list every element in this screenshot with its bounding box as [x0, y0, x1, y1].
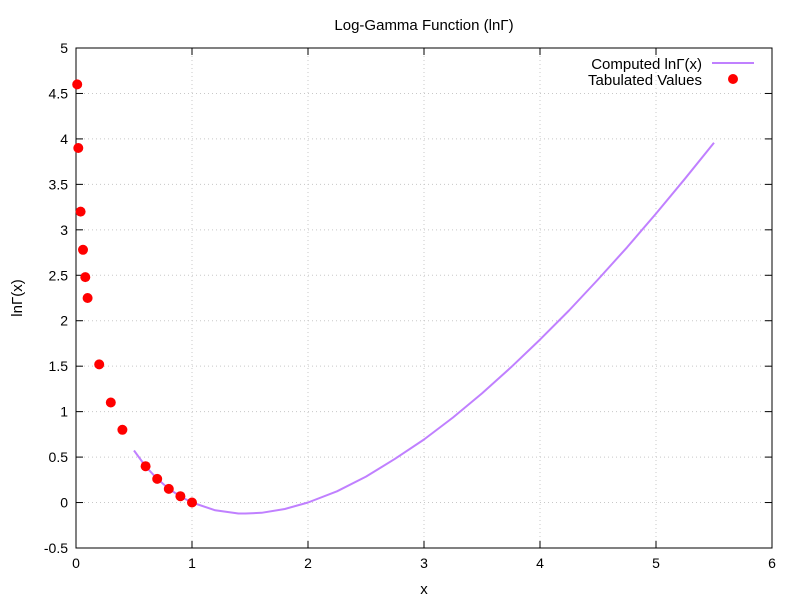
x-tick-label: 5 — [652, 555, 660, 571]
x-tick-label: 3 — [420, 555, 428, 571]
x-tick-label: 1 — [188, 555, 196, 571]
y-tick-label: 3.5 — [49, 176, 69, 192]
series-layer — [72, 79, 715, 515]
y-tick-label: 4 — [60, 131, 68, 147]
y-tick-label: 2.5 — [49, 267, 69, 283]
y-tick-label: 4.5 — [49, 85, 69, 101]
y-tick-label: 3 — [60, 222, 68, 238]
y-tick-label: 1.5 — [49, 358, 69, 374]
x-tick-label: 6 — [768, 555, 776, 571]
tabulated-point — [163, 483, 174, 494]
tabulated-point — [72, 79, 83, 90]
chart-title: Log-Gamma Function (lnΓ) — [334, 17, 513, 34]
tabulated-point — [105, 397, 116, 408]
x-axis-title: x — [420, 581, 428, 598]
legend: Computed lnΓ(x) Tabulated Values — [588, 56, 754, 89]
tabulated-point — [152, 473, 163, 484]
tabulated-point — [117, 424, 128, 435]
y-tick-label: 0 — [60, 495, 68, 511]
legend-label-tabulated: Tabulated Values — [588, 72, 702, 89]
tabulated-point — [82, 293, 93, 303]
y-axis: -0.5 0 0.5 1 1.5 2 2.5 3 3.5 4 4.5 5 — [44, 40, 772, 556]
tabulated-point — [140, 461, 151, 472]
x-tick-label: 0 — [72, 555, 80, 571]
legend-swatch-tabulated — [728, 74, 738, 84]
y-tick-label: -0.5 — [44, 540, 68, 556]
tabulated-point — [175, 491, 186, 502]
y-tick-label: 1 — [60, 404, 68, 420]
y-tick-label: 0.5 — [49, 449, 69, 465]
tabulated-point — [75, 206, 86, 217]
x-axis: 0 1 2 3 4 5 6 — [72, 48, 776, 571]
y-tick-label: 2 — [60, 313, 68, 329]
y-tick-label: 5 — [60, 40, 68, 56]
y-axis-title: lnΓ(x) — [9, 279, 26, 316]
tabulated-point — [78, 244, 88, 255]
tabulated-point — [80, 272, 91, 283]
legend-label-computed: Computed lnΓ(x) — [591, 56, 702, 73]
tabulated-point — [94, 359, 105, 370]
grid-lines — [76, 48, 772, 548]
tabulated-point — [187, 497, 197, 508]
tabulated-point — [73, 143, 84, 153]
x-tick-label: 4 — [536, 555, 544, 571]
x-tick-label: 2 — [304, 555, 312, 571]
